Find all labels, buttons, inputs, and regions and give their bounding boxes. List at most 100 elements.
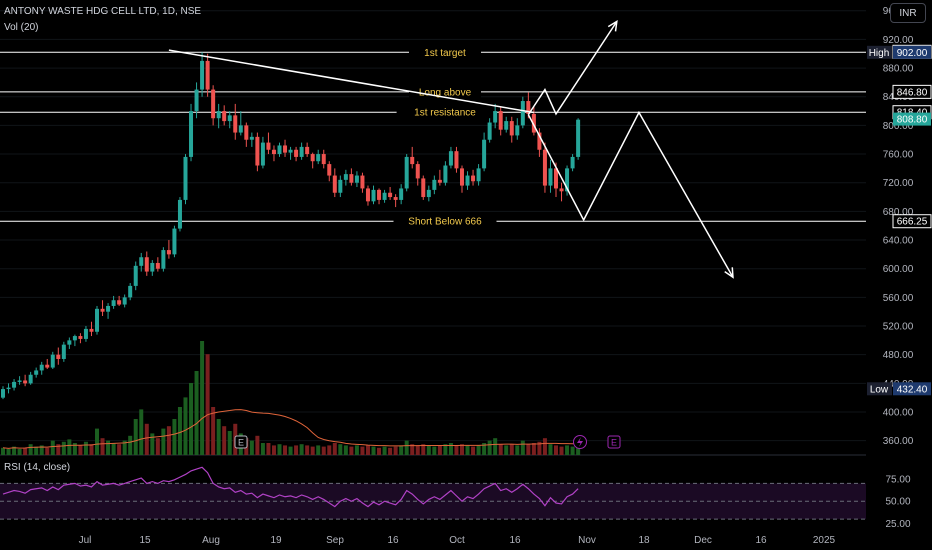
candle-body <box>78 336 83 339</box>
volume-bar <box>122 440 127 455</box>
drawings[interactable] <box>168 20 734 279</box>
volume-bar <box>150 433 155 455</box>
candle-body <box>360 175 365 189</box>
candle-body <box>305 146 310 155</box>
candle-body <box>161 250 166 269</box>
volume-bar <box>28 444 33 455</box>
earnings-icon <box>234 435 248 449</box>
candle-body <box>399 188 404 200</box>
price-badge-tag-bg <box>867 45 892 59</box>
rsi-line <box>2 466 579 508</box>
candle-body <box>61 344 66 359</box>
volume-bar <box>393 446 398 455</box>
candle-body <box>12 381 17 388</box>
volume-bar <box>454 445 459 455</box>
volume-bar <box>482 443 487 455</box>
volume-bar <box>570 446 575 455</box>
candle-body <box>448 151 453 166</box>
time-tick-label: Aug <box>202 535 220 546</box>
candle-body <box>509 121 514 136</box>
volume-bar <box>277 444 282 455</box>
rsi-tick-label: 50.00 <box>885 497 910 508</box>
volume-bar <box>106 440 111 455</box>
candle-body <box>166 250 171 255</box>
rsi-legend[interactable]: RSI (14, close) <box>4 462 71 473</box>
symbol-title[interactable]: ANTONY WASTE HDG CELL LTD, 1D, NSE <box>4 6 202 17</box>
volume-bar <box>194 371 199 455</box>
grid <box>0 10 932 456</box>
candle-body <box>150 262 155 272</box>
candle-body <box>365 188 370 202</box>
volume-bar <box>404 440 409 455</box>
rsi-pane <box>0 466 866 520</box>
volume-bar <box>183 397 188 455</box>
volume-bar <box>465 445 470 455</box>
price-tick-label: 360.00 <box>883 436 914 447</box>
candle-body <box>343 174 348 180</box>
candle-body <box>139 257 144 266</box>
price-axis[interactable]: 960.00920.00880.00840.00800.00760.00720.… <box>866 0 932 550</box>
price-tick-label: 400.00 <box>883 408 914 419</box>
time-tick-label: Nov <box>578 535 596 546</box>
projection-down-arrow-arrowhead <box>724 267 734 279</box>
volume-bar <box>471 446 476 455</box>
horizontal-levels[interactable]: 1st target Long above 1st resistance Short … <box>0 46 866 228</box>
candle-body <box>382 192 387 200</box>
volume-bar <box>310 446 315 455</box>
volume-bar <box>12 446 17 455</box>
candle-body <box>498 111 503 130</box>
candle-body <box>404 156 409 189</box>
volume-bar <box>216 419 221 455</box>
candle-body <box>216 111 221 119</box>
time-axis[interactable]: Jul 15 Aug 19 Sep 16 Oct 16 Nov 18 Dec 16 2025 <box>79 535 836 546</box>
volume-bar <box>410 444 415 455</box>
price-tick-label: 640.00 <box>883 236 914 247</box>
volume-bar <box>365 445 370 455</box>
candle-body <box>283 145 288 153</box>
candle-body <box>95 308 100 332</box>
level-label: Short Below 666 <box>408 217 482 228</box>
time-tick-label: Jul <box>79 535 92 546</box>
volume-legend[interactable]: Vol (20) <box>4 22 39 33</box>
candle-body <box>537 132 542 150</box>
candle-body <box>338 179 343 193</box>
earnings-future-icon-glyph: E <box>611 438 617 448</box>
candle-body <box>56 354 61 359</box>
volume-bar <box>89 444 94 455</box>
volume-bar <box>554 445 558 455</box>
time-tick-label: 16 <box>387 535 399 546</box>
currency-button[interactable]: INR <box>890 3 926 23</box>
volume-bar <box>17 449 22 455</box>
candle-body <box>122 297 127 305</box>
candle-body <box>50 354 55 368</box>
candle-body <box>277 145 282 155</box>
candle-body <box>570 156 575 169</box>
candle-body <box>476 168 481 182</box>
candle-body <box>255 136 260 166</box>
volume-bar <box>437 445 442 455</box>
level-label: 1st resistance <box>414 108 476 119</box>
candle-body <box>559 188 564 192</box>
volume-bar <box>415 445 420 455</box>
volume-bar <box>515 445 520 455</box>
candle-body <box>421 178 426 198</box>
candle-body <box>526 101 531 114</box>
candle-body <box>443 165 448 183</box>
candle-body <box>100 308 105 312</box>
price-tick-label: 520.00 <box>883 322 914 333</box>
volume-bar <box>399 445 404 455</box>
volume-bar <box>294 445 299 455</box>
candle-body <box>233 115 238 133</box>
volume-bar <box>382 446 387 455</box>
time-tick-label: 16 <box>509 535 521 546</box>
candle-body <box>222 111 227 122</box>
volume-bar <box>316 445 321 455</box>
candle-body <box>23 380 28 384</box>
candle-body <box>106 305 111 312</box>
projection-up-arrow <box>527 21 618 116</box>
volume-bar <box>189 383 194 455</box>
price-tick-label: 680.00 <box>883 207 914 218</box>
candle-body <box>388 192 393 198</box>
